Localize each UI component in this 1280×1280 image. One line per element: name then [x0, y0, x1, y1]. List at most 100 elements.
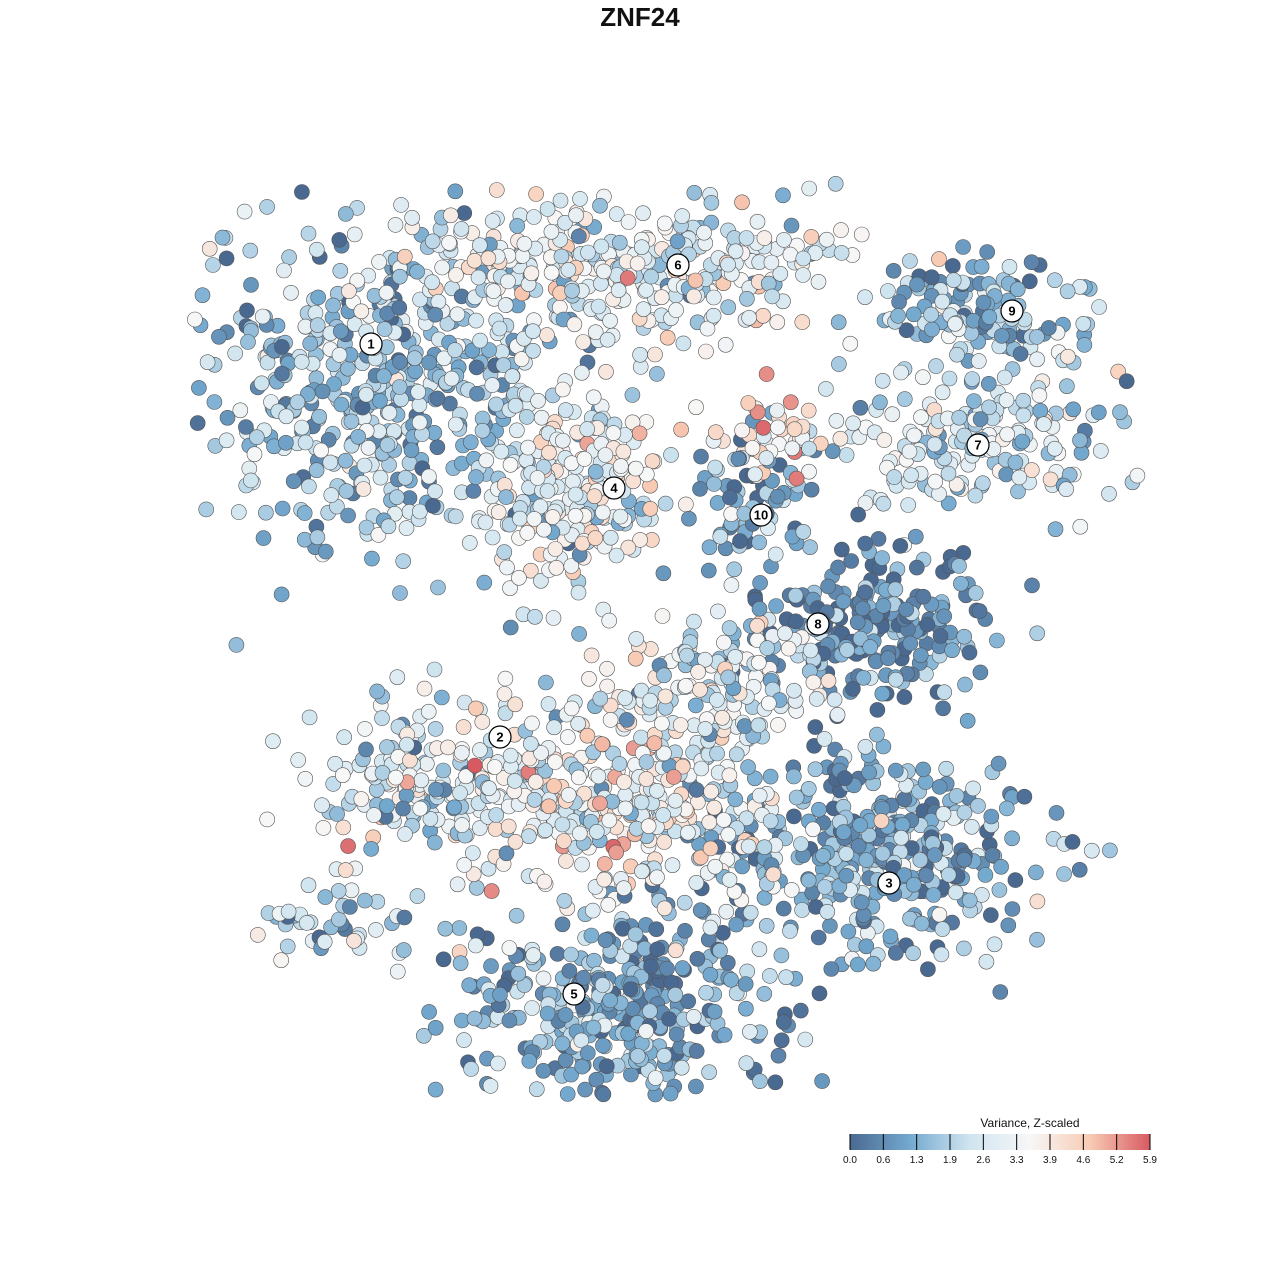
data-point [923, 269, 940, 286]
data-point [734, 194, 750, 211]
data-point [647, 346, 663, 363]
data-point [887, 581, 904, 598]
data-point [656, 215, 673, 232]
data-point [1004, 901, 1021, 917]
data-point [977, 867, 994, 883]
data-point [608, 206, 625, 222]
data-point [649, 941, 666, 958]
data-point [341, 283, 357, 300]
data-point [296, 531, 313, 548]
data-point [698, 343, 714, 360]
data-point [956, 628, 973, 645]
data-point [620, 214, 637, 230]
data-point [915, 369, 931, 386]
data-point [575, 969, 592, 986]
data-point [468, 879, 485, 896]
data-point [667, 792, 684, 809]
data-point [810, 929, 827, 946]
data-point [983, 808, 1000, 825]
cluster-label-8: 8 [806, 612, 830, 636]
data-point [461, 535, 478, 551]
data-point [956, 940, 972, 957]
data-point [370, 527, 387, 543]
data-point [293, 354, 310, 370]
svg-text:9: 9 [1008, 304, 1015, 319]
data-point [967, 487, 984, 504]
data-point [998, 392, 1015, 408]
data-point [892, 538, 909, 554]
data-point [530, 392, 546, 409]
data-point [552, 192, 569, 209]
data-point [611, 756, 628, 772]
data-point [309, 317, 326, 334]
data-point [940, 465, 957, 482]
data-point [343, 413, 360, 430]
data-point [667, 942, 684, 959]
data-point [285, 473, 302, 490]
data-point [638, 282, 654, 298]
data-point [780, 640, 797, 657]
data-point [533, 572, 549, 589]
data-point [358, 519, 375, 536]
data-point [478, 452, 495, 469]
data-point [454, 817, 470, 833]
data-point [474, 422, 491, 439]
data-point [389, 669, 406, 686]
data-point [822, 918, 838, 934]
data-point [481, 780, 497, 797]
data-point [707, 424, 724, 441]
data-point [548, 559, 565, 576]
data-point [887, 945, 904, 961]
data-point [615, 880, 632, 897]
data-point [579, 1045, 596, 1061]
data-point [590, 768, 607, 785]
legend-tick-label: 0.6 [876, 1155, 890, 1166]
data-point [570, 228, 587, 245]
data-point [811, 985, 828, 1002]
data-point [376, 321, 393, 337]
data-point [955, 239, 971, 255]
data-point [906, 427, 922, 444]
data-point [773, 1032, 790, 1049]
data-point [659, 960, 675, 977]
data-point [510, 965, 527, 982]
data-point [340, 838, 356, 854]
data-point [372, 469, 389, 486]
data-point [1031, 387, 1048, 404]
data-point [838, 447, 855, 463]
data-point [961, 644, 978, 661]
data-point [966, 393, 982, 409]
data-point [198, 501, 214, 518]
data-point [971, 603, 988, 619]
data-point [751, 787, 768, 804]
data-point [838, 845, 855, 862]
data-point [353, 791, 370, 807]
data-point [570, 715, 587, 732]
data-point [381, 405, 398, 421]
data-point [715, 812, 732, 828]
data-point [990, 755, 1007, 772]
data-point [1084, 842, 1100, 859]
data-point [996, 369, 1013, 386]
data-point [602, 712, 619, 728]
data-point [979, 244, 996, 260]
data-point [669, 233, 686, 250]
data-point [926, 847, 943, 863]
data-point [544, 509, 561, 525]
data-point [728, 746, 745, 763]
data-point [832, 430, 849, 447]
data-point [702, 840, 719, 857]
data-point [880, 650, 896, 667]
data-point [323, 487, 340, 503]
data-point [463, 1061, 479, 1077]
data-point [592, 690, 609, 707]
data-point [509, 218, 526, 234]
cluster-label-5: 5 [562, 982, 586, 1006]
legend-colorbar [850, 1134, 1150, 1150]
data-point [927, 473, 944, 490]
data-point [1102, 842, 1118, 859]
data-point [519, 525, 536, 541]
data-point [815, 847, 831, 864]
data-point [583, 647, 600, 664]
data-point [807, 761, 824, 778]
